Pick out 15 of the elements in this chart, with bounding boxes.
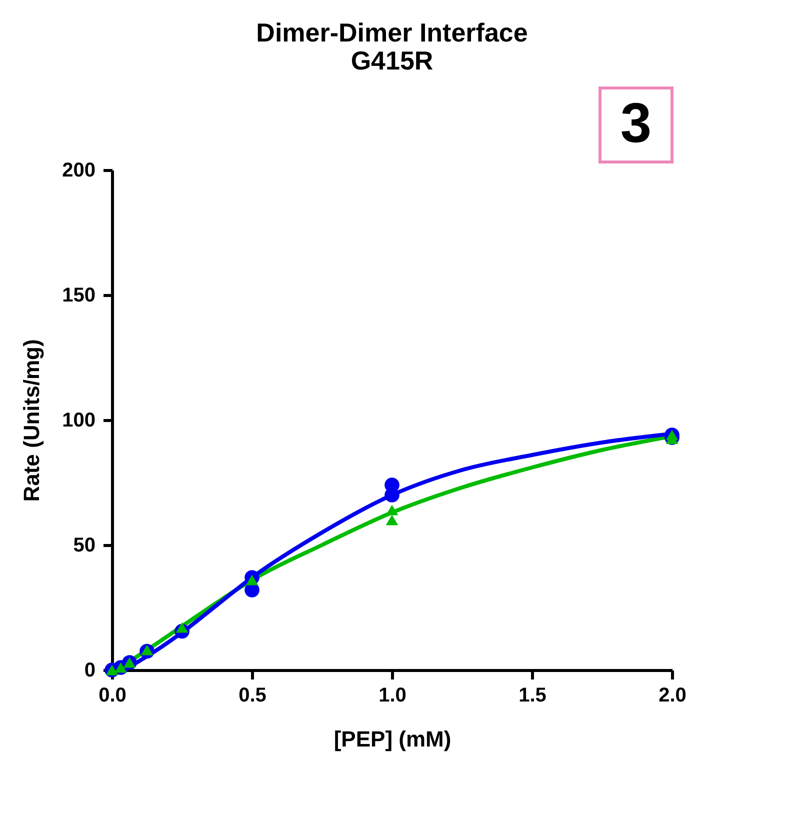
y-axis-title: Rate (Units/mg) bbox=[19, 339, 44, 502]
y-tick-label: 50 bbox=[73, 534, 96, 556]
x-axis-title: [PEP] (mM) bbox=[334, 726, 452, 752]
y-tick-label: 150 bbox=[62, 284, 96, 306]
y-tick-label: 200 bbox=[62, 160, 96, 182]
x-tick-label: 0.5 bbox=[238, 684, 266, 706]
x-tick-label: 1.5 bbox=[518, 684, 546, 706]
text: 3 bbox=[620, 91, 652, 154]
x-tick-label: 2.0 bbox=[658, 684, 686, 706]
text: Dimer-Dimer Interface bbox=[256, 18, 528, 48]
y-tick-label: 100 bbox=[62, 410, 96, 432]
y-tick-label: 0 bbox=[84, 660, 96, 682]
x-tick-label: 1.0 bbox=[378, 684, 406, 706]
x-tick-label: 0.0 bbox=[98, 684, 126, 706]
text: G415R bbox=[350, 46, 434, 76]
